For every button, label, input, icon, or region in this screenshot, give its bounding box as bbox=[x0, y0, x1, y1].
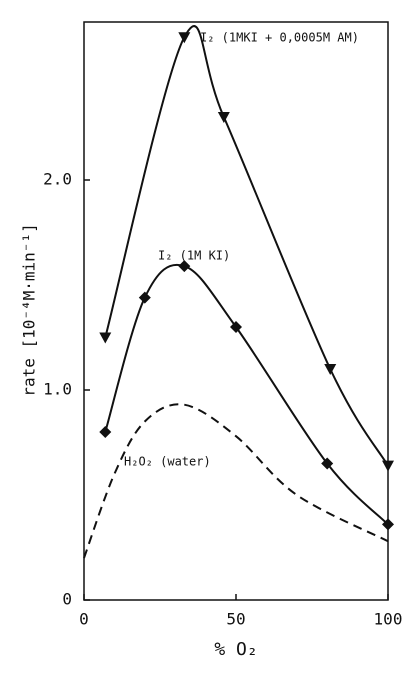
marker bbox=[217, 112, 230, 123]
y-tick-label: 0 bbox=[62, 590, 72, 609]
series-line bbox=[104, 263, 389, 526]
y-tick-label: 1.0 bbox=[43, 380, 72, 399]
marker bbox=[230, 321, 242, 333]
marker bbox=[99, 426, 112, 438]
marker bbox=[382, 518, 394, 531]
x-tick-label: 50 bbox=[226, 610, 245, 629]
marker bbox=[99, 332, 112, 344]
x-axis-label: % O₂ bbox=[214, 639, 257, 660]
series-line bbox=[104, 25, 389, 467]
plot-frame bbox=[83, 21, 389, 601]
marker bbox=[138, 291, 151, 304]
marker bbox=[324, 364, 337, 375]
series-line bbox=[83, 403, 389, 559]
marker bbox=[321, 457, 334, 470]
series-label: I₂ (1MKI + 0,0005M AM) bbox=[200, 31, 359, 45]
series-label: H₂O₂ (water) bbox=[124, 455, 211, 469]
y-axis-label: rate [10⁻⁴M·min⁻¹] bbox=[20, 223, 39, 396]
series-label: I₂ (1M KI) bbox=[158, 249, 230, 263]
marker bbox=[178, 260, 191, 273]
marker bbox=[382, 460, 394, 472]
marker bbox=[178, 32, 191, 44]
x-tick-label: 0 bbox=[79, 610, 89, 629]
x-tick-label: 100 bbox=[374, 610, 403, 629]
y-tick-label: 2.0 bbox=[43, 170, 72, 189]
